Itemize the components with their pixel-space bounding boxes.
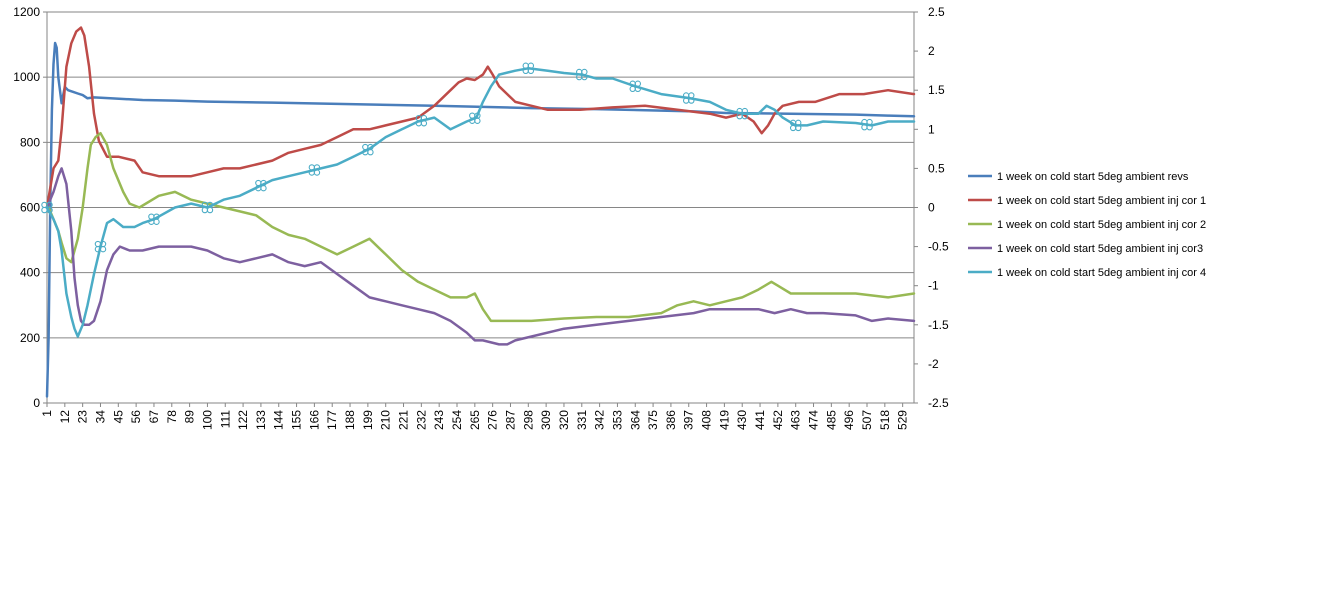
- series-marker: [522, 62, 535, 75]
- y-tick-label: 400: [20, 266, 40, 280]
- series-marker: [469, 112, 481, 124]
- series-line-3: [45, 131, 916, 323]
- legend-label: 1 week on cold start 5deg ambient inj co…: [997, 267, 1206, 279]
- x-tick-label: 243: [432, 410, 446, 430]
- y-tick-label: 0: [33, 396, 40, 410]
- x-tick-label: 199: [361, 410, 375, 430]
- x-tick-label: 331: [575, 410, 589, 430]
- x-tick-label: 386: [664, 410, 678, 430]
- x-tick-label: 353: [610, 410, 624, 430]
- x-tick-label: 529: [896, 410, 910, 430]
- x-tick-label: 111: [218, 410, 232, 429]
- series-marker: [789, 119, 802, 132]
- y2-tick-label: -1.5: [928, 318, 949, 332]
- y2-tick-label: 1.5: [928, 83, 945, 97]
- x-tick-label: 12: [58, 410, 72, 424]
- x-tick-label: 100: [200, 410, 214, 430]
- x-tick-label: 210: [379, 410, 393, 430]
- x-tick-label: 188: [343, 410, 357, 430]
- x-tick-label: 265: [468, 410, 482, 430]
- series-marker: [576, 68, 588, 81]
- series-marker: [415, 114, 428, 127]
- x-tick-label: 397: [682, 410, 696, 430]
- series-marker: [861, 118, 873, 131]
- x-tick-label: 364: [628, 410, 642, 430]
- x-tick-label: 122: [236, 410, 250, 430]
- y-tick-label: 1000: [13, 70, 40, 84]
- series-line-2: [45, 26, 916, 209]
- axes: [43, 11, 918, 407]
- series-marker: [362, 143, 374, 156]
- x-tick-label: 254: [450, 410, 464, 430]
- x-tick-label: 67: [147, 410, 161, 424]
- y2-tick-label: 2.5: [928, 5, 945, 19]
- x-tick-label: 485: [824, 410, 838, 430]
- legend-label: 1 week on cold start 5deg ambient inj co…: [997, 195, 1206, 207]
- series-marker: [308, 164, 321, 176]
- legend-label: 1 week on cold start 5deg ambient inj co…: [997, 219, 1206, 231]
- series-marker: [736, 107, 748, 120]
- series-marker: [94, 240, 107, 253]
- x-tick-label: 342: [593, 410, 607, 430]
- series-line-1: [45, 41, 916, 398]
- series-marker: [255, 179, 267, 192]
- x-tick-label: 287: [503, 410, 517, 430]
- x-tick-label: 496: [842, 410, 856, 430]
- x-tick-label: 78: [165, 410, 179, 424]
- y2-tick-label: 1: [928, 122, 935, 136]
- y2-tick-label: 0.5: [928, 161, 945, 175]
- x-tick-label: 298: [521, 410, 535, 430]
- y2-tick-label: -2: [928, 357, 939, 371]
- tick-labels: 0 200 400 600 800 1000 1200 -2.5 -2 -1.5 -1 -0.5 0 0.…: [13, 5, 949, 430]
- x-tick-label: 56: [129, 410, 143, 424]
- x-tick-label: 34: [93, 410, 107, 424]
- series-marker: [682, 92, 695, 104]
- x-tick-label: 320: [557, 410, 571, 430]
- x-tick-label: 452: [771, 410, 785, 430]
- x-tick-label: 221: [397, 410, 411, 430]
- legend-label: 1 week on cold start 5deg ambient inj co…: [997, 243, 1203, 255]
- x-tick-label: 276: [486, 410, 500, 430]
- x-tick-label: 463: [789, 410, 803, 430]
- series-markers: [41, 62, 873, 253]
- x-tick-label: 430: [735, 410, 749, 430]
- y2-tick-label: 2: [928, 44, 935, 58]
- y-tick-label: 800: [20, 135, 40, 149]
- series-marker: [629, 80, 642, 93]
- y2-tick-label: -0.5: [928, 240, 949, 254]
- x-tick-label: 474: [807, 410, 821, 430]
- x-tick-label: 309: [539, 410, 553, 430]
- x-tick-label: 419: [717, 410, 731, 430]
- x-tick-label: 177: [325, 410, 339, 430]
- y2-tick-label: 0: [928, 201, 935, 215]
- x-tick-label: 518: [878, 410, 892, 430]
- x-tick-label: 144: [272, 410, 286, 430]
- x-tick-label: 155: [290, 410, 304, 430]
- legend: 1 week on cold start 5deg ambient revs 1 …: [968, 171, 1206, 279]
- x-tick-label: 375: [646, 410, 660, 430]
- series-marker: [148, 213, 160, 225]
- x-tick-label: 507: [860, 410, 874, 430]
- series-lines: [45, 26, 916, 398]
- x-tick-label: 45: [111, 410, 125, 424]
- x-tick-label: 441: [753, 410, 767, 430]
- series-marker: [41, 201, 53, 214]
- y-tick-label: 1200: [13, 5, 40, 19]
- x-tick-label: 232: [414, 410, 428, 430]
- series-line-4: [45, 167, 916, 346]
- x-tick-label: 1: [40, 410, 54, 417]
- y-tick-label: 200: [20, 331, 40, 345]
- y2-tick-label: -1: [928, 279, 939, 293]
- x-tick-label: 166: [307, 410, 321, 430]
- x-tick-label: 89: [183, 410, 197, 424]
- legend-label: 1 week on cold start 5deg ambient revs: [997, 171, 1189, 183]
- series-marker: [201, 201, 214, 214]
- x-tick-label: 408: [700, 410, 714, 430]
- y2-tick-label: -2.5: [928, 396, 949, 410]
- y-tick-label: 600: [20, 201, 40, 215]
- series-line-5: [45, 67, 916, 338]
- x-tick-label: 133: [254, 410, 268, 430]
- x-tick-label: 23: [76, 410, 90, 424]
